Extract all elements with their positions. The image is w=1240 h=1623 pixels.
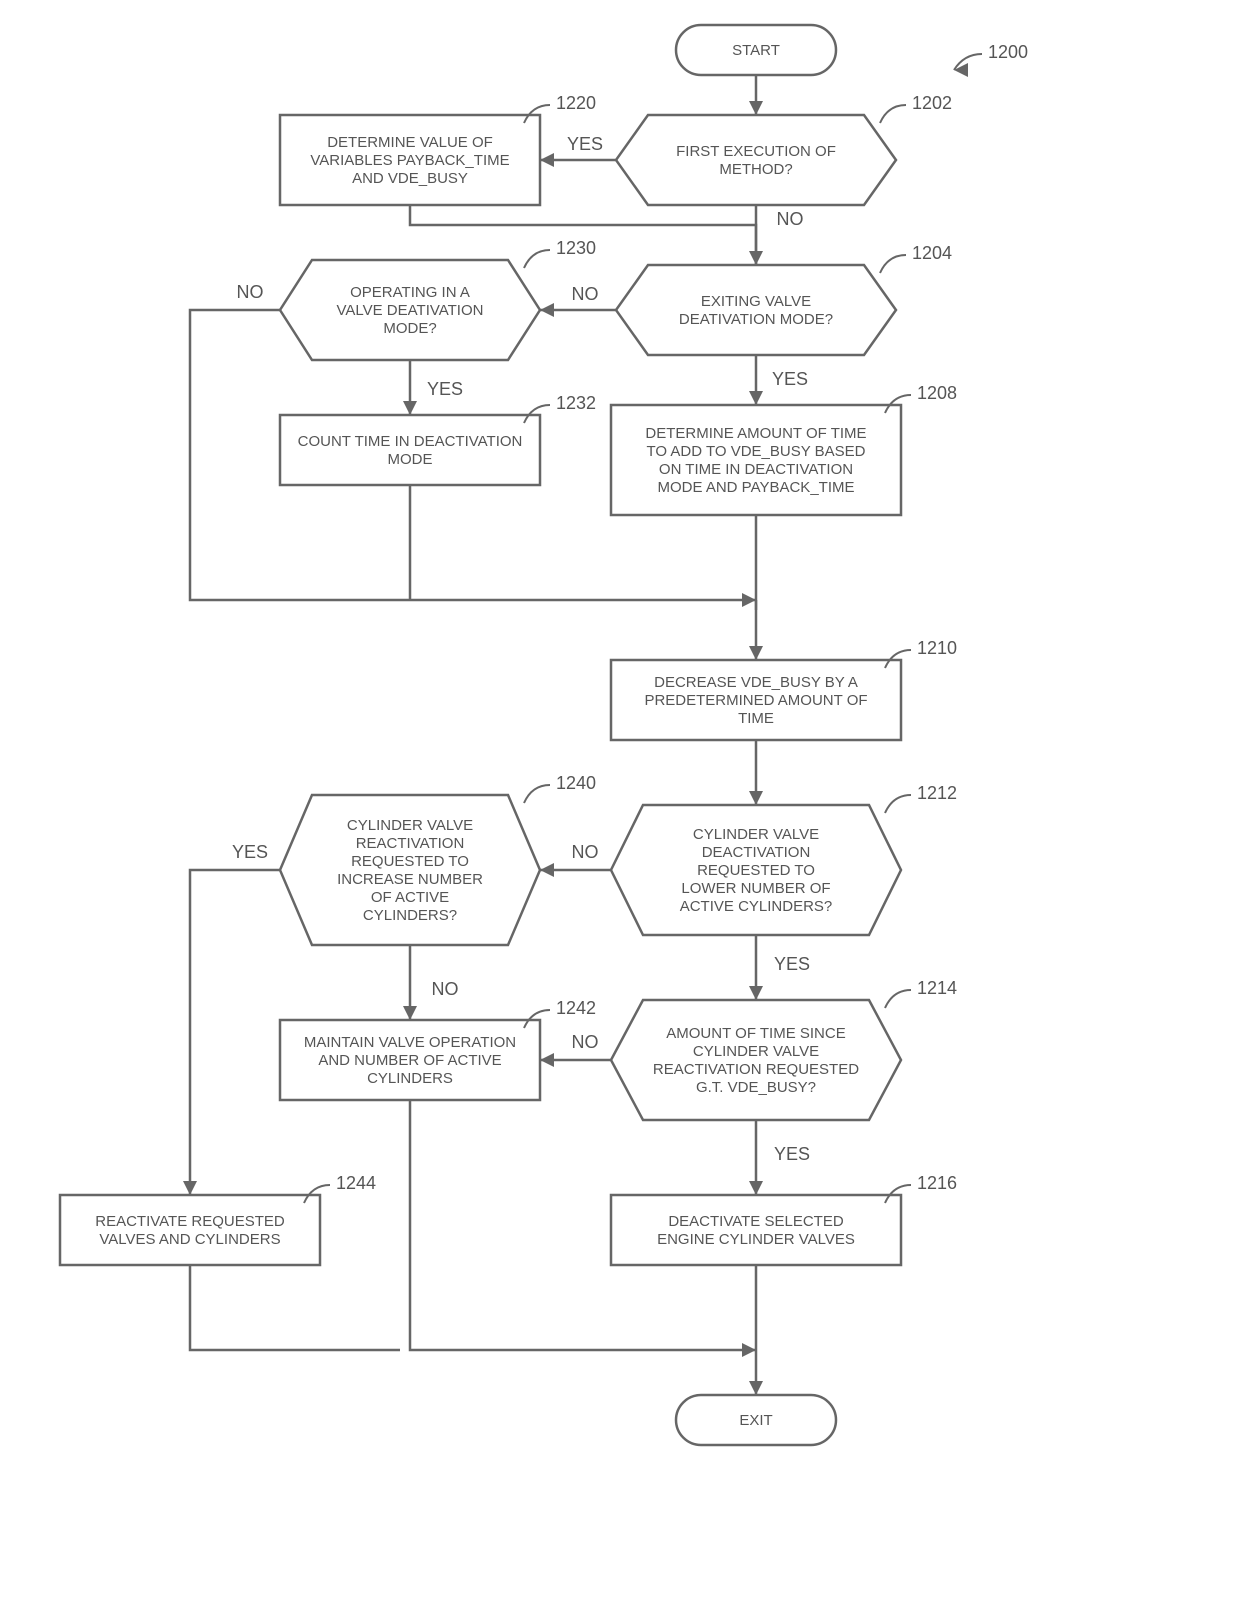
ref-tag: 1204 bbox=[880, 243, 952, 273]
node-text: TO ADD TO VDE_BUSY BASED bbox=[647, 443, 866, 460]
node-text: EXITING VALVE bbox=[701, 293, 811, 310]
ref-tag: 1230 bbox=[524, 238, 596, 268]
node-1240: CYLINDER VALVEREACTIVATIONREQUESTED TOIN… bbox=[280, 795, 540, 945]
svg-text:1216: 1216 bbox=[917, 1173, 957, 1193]
node-text: INCREASE NUMBER bbox=[337, 871, 483, 888]
node-text: OF ACTIVE bbox=[371, 889, 449, 906]
node-1214: AMOUNT OF TIME SINCECYLINDER VALVEREACTI… bbox=[611, 1000, 901, 1120]
svg-text:1202: 1202 bbox=[912, 93, 952, 113]
node-text: CYLINDERS? bbox=[363, 907, 457, 924]
node-text: REACTIVATE REQUESTED bbox=[95, 1213, 285, 1230]
node-1210: DECREASE VDE_BUSY BY APREDETERMINED AMOU… bbox=[611, 660, 901, 740]
edge-label: YES bbox=[427, 379, 463, 399]
node-1204: EXITING VALVEDEATIVATION MODE? bbox=[616, 265, 896, 355]
flowchart: YES NO NO YES NO YES NO YES YES NO NO YES FIRST EXEC… bbox=[0, 0, 1240, 1623]
edge-label: NO bbox=[432, 979, 459, 999]
svg-text:1240: 1240 bbox=[556, 773, 596, 793]
svg-text:1212: 1212 bbox=[917, 783, 957, 803]
node-text: REACTIVATION bbox=[356, 835, 465, 852]
node-text: VARIABLES PAYBACK_TIME bbox=[310, 152, 509, 169]
node-1202: FIRST EXECUTION OFMETHOD? bbox=[616, 115, 896, 205]
node-text: DETERMINE AMOUNT OF TIME bbox=[645, 425, 866, 442]
ref-tag: 1240 bbox=[524, 773, 596, 803]
node-1230: OPERATING IN AVALVE DEATIVATIONMODE? bbox=[280, 260, 540, 360]
node-1220: DETERMINE VALUE OFVARIABLES PAYBACK_TIME… bbox=[280, 115, 540, 205]
node-text: DEATIVATION MODE? bbox=[679, 311, 833, 328]
edge-label: NO bbox=[237, 282, 264, 302]
node-text: CYLINDER VALVE bbox=[347, 817, 473, 834]
node-text: MAINTAIN VALVE OPERATION bbox=[304, 1034, 516, 1051]
node-text: EXIT bbox=[739, 1412, 772, 1429]
node-1242: MAINTAIN VALVE OPERATIONAND NUMBER OF AC… bbox=[280, 1020, 540, 1100]
node-text: DECREASE VDE_BUSY BY A bbox=[654, 674, 858, 691]
svg-text:1232: 1232 bbox=[556, 393, 596, 413]
node-text: FIRST EXECUTION OF bbox=[676, 143, 836, 160]
node-1208: DETERMINE AMOUNT OF TIMETO ADD TO VDE_BU… bbox=[611, 405, 901, 515]
node-text: G.T. VDE_BUSY? bbox=[696, 1079, 816, 1096]
edge-label: YES bbox=[567, 134, 603, 154]
ref-tag: 1212 bbox=[885, 783, 957, 813]
svg-text:1200: 1200 bbox=[988, 42, 1028, 62]
node-text: VALVES AND CYLINDERS bbox=[99, 1231, 280, 1248]
node-text: MODE AND PAYBACK_TIME bbox=[658, 479, 855, 496]
svg-text:1210: 1210 bbox=[917, 638, 957, 658]
node-text: VALVE DEATIVATION bbox=[337, 302, 484, 319]
edge-label: YES bbox=[774, 954, 810, 974]
node-text: CYLINDER VALVE bbox=[693, 826, 819, 843]
node-start: START bbox=[676, 25, 836, 75]
edge-label: YES bbox=[772, 369, 808, 389]
svg-text:1208: 1208 bbox=[917, 383, 957, 403]
node-text: START bbox=[732, 42, 780, 59]
edge-label: YES bbox=[232, 842, 268, 862]
node-text: MODE bbox=[388, 451, 433, 468]
node-text: AND NUMBER OF ACTIVE bbox=[318, 1052, 501, 1069]
node-text: METHOD? bbox=[719, 161, 792, 178]
edge-label: YES bbox=[774, 1144, 810, 1164]
svg-text:1204: 1204 bbox=[912, 243, 952, 263]
ref-tag: 1202 bbox=[880, 93, 952, 123]
ref-main: 1200 bbox=[954, 42, 1028, 77]
node-text: AMOUNT OF TIME SINCE bbox=[666, 1025, 845, 1042]
node-text: LOWER NUMBER OF bbox=[681, 880, 830, 897]
node-text: REQUESTED TO bbox=[351, 853, 469, 870]
node-text: ACTIVE CYLINDERS? bbox=[680, 898, 833, 915]
node-text: REACTIVATION REQUESTED bbox=[653, 1061, 859, 1078]
node-1212: CYLINDER VALVEDEACTIVATIONREQUESTED TOLO… bbox=[611, 805, 901, 935]
node-text: COUNT TIME IN DEACTIVATION bbox=[298, 433, 523, 450]
edge-label: NO bbox=[777, 209, 804, 229]
node-text: OPERATING IN A bbox=[350, 284, 470, 301]
node-text: CYLINDERS bbox=[367, 1070, 453, 1087]
node-text: ENGINE CYLINDER VALVES bbox=[657, 1231, 855, 1248]
node-text: TIME bbox=[738, 710, 774, 727]
node-text: AND VDE_BUSY bbox=[352, 170, 468, 187]
svg-text:1230: 1230 bbox=[556, 238, 596, 258]
node-1232: COUNT TIME IN DEACTIVATIONMODE bbox=[280, 415, 540, 485]
node-exit: EXIT bbox=[676, 1395, 836, 1445]
svg-text:1214: 1214 bbox=[917, 978, 957, 998]
edge-label: NO bbox=[572, 1032, 599, 1052]
node-1244: REACTIVATE REQUESTEDVALVES AND CYLINDERS bbox=[60, 1195, 320, 1265]
edge-label: NO bbox=[572, 284, 599, 304]
node-1216: DEACTIVATE SELECTEDENGINE CYLINDER VALVE… bbox=[611, 1195, 901, 1265]
node-text: REQUESTED TO bbox=[697, 862, 815, 879]
node-text: CYLINDER VALVE bbox=[693, 1043, 819, 1060]
node-text: PREDETERMINED AMOUNT OF bbox=[644, 692, 867, 709]
node-text: ON TIME IN DEACTIVATION bbox=[659, 461, 853, 478]
ref-tag: 1214 bbox=[885, 978, 957, 1008]
svg-text:1242: 1242 bbox=[556, 998, 596, 1018]
node-text: DEACTIVATE SELECTED bbox=[668, 1213, 843, 1230]
svg-text:1220: 1220 bbox=[556, 93, 596, 113]
svg-text:1244: 1244 bbox=[336, 1173, 376, 1193]
node-text: DETERMINE VALUE OF bbox=[327, 134, 493, 151]
edge-label: NO bbox=[572, 842, 599, 862]
node-text: DEACTIVATION bbox=[702, 844, 811, 861]
node-text: MODE? bbox=[383, 320, 436, 337]
